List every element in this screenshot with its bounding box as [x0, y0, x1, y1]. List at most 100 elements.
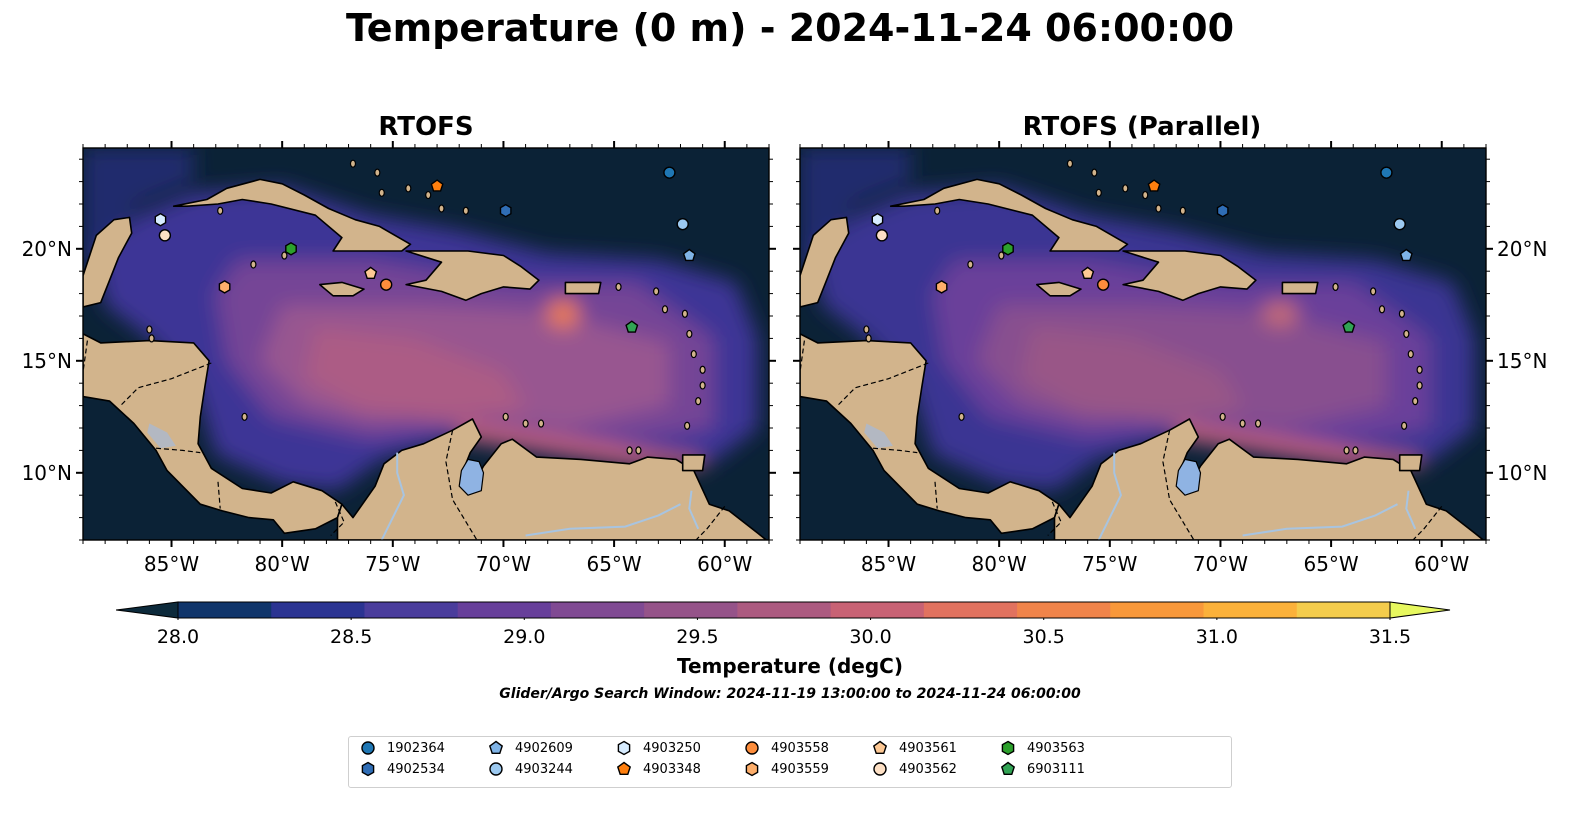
map-frame — [799, 147, 1487, 541]
colorbar-segment — [364, 602, 459, 618]
land-cuba — [889, 178, 1129, 252]
legend-marker — [1000, 761, 1016, 776]
float-marker-4903558 — [379, 278, 393, 291]
land-cuba — [172, 178, 412, 252]
small-island — [1095, 188, 1102, 197]
country-border — [83, 340, 88, 373]
legend-item: 1902364 — [359, 739, 445, 757]
country-border — [934, 481, 938, 509]
lon-tick-label: 80°W — [971, 552, 1027, 576]
small-island — [626, 446, 633, 455]
small-island — [615, 282, 622, 291]
panel-title-rtofs: RTOFS — [378, 112, 474, 142]
small-island — [217, 206, 224, 215]
small-island — [635, 446, 642, 455]
pentagon-marker-icon — [488, 740, 504, 755]
colorbar-segment — [737, 602, 832, 618]
legend-marker — [745, 741, 759, 755]
country-border — [1412, 506, 1443, 540]
small-island — [438, 204, 445, 213]
country-border — [1047, 501, 1062, 536]
search-window-note: Glider/Argo Search Window: 2024-11-19 13… — [499, 686, 1081, 702]
legend-marker — [873, 762, 887, 776]
legend-item: 4903558 — [743, 739, 829, 757]
colorbar-extend-low — [116, 601, 179, 619]
legend-item: 4902609 — [487, 739, 573, 757]
circle-marker-icon — [873, 762, 887, 776]
country-border — [1162, 430, 1195, 540]
legend-label: 4903559 — [771, 761, 829, 777]
land-puerto-rico — [564, 281, 602, 295]
float-marker-4903562 — [875, 229, 889, 242]
pentagon-marker-icon — [1000, 761, 1016, 776]
legend-item: 4903559 — [743, 760, 829, 778]
small-island — [502, 412, 509, 421]
small-island — [1352, 446, 1359, 455]
colorbar-tick-label: 31.5 — [1368, 626, 1412, 648]
small-island — [661, 305, 669, 314]
small-island — [281, 251, 288, 260]
circle-marker-icon — [489, 762, 503, 776]
country-border — [120, 362, 212, 407]
colorbar-segment — [923, 602, 1018, 618]
float-marker-4903561 — [1081, 266, 1095, 280]
small-island — [681, 309, 689, 318]
lon-tick-label: 75°W — [365, 552, 421, 576]
float-marker-4903348 — [1147, 179, 1161, 192]
small-island — [1179, 206, 1186, 215]
small-island — [405, 184, 412, 193]
small-island — [1219, 412, 1226, 421]
legend-item: 4903562 — [871, 760, 957, 778]
colorbar-label: Temperature (degC) — [677, 654, 903, 678]
legend-marker — [745, 761, 759, 777]
legend-item: 4903563 — [999, 739, 1085, 757]
small-island — [684, 421, 691, 430]
legend-item: 4902534 — [359, 760, 445, 778]
float-marker-6903111 — [625, 320, 639, 333]
map-frame — [82, 147, 770, 541]
lat-tick-label-right: 10°N — [1497, 460, 1548, 485]
lat-tick-label-left: 20°N — [21, 236, 72, 261]
map-panel-rtofs-parallel — [793, 141, 1493, 547]
small-island — [250, 260, 257, 269]
small-island — [699, 365, 706, 374]
float-marker-4902534 — [1216, 203, 1229, 218]
land-hispaniola — [1122, 250, 1257, 302]
small-island — [349, 159, 357, 168]
circle-marker-icon — [361, 741, 375, 755]
lon-tick-label: 65°W — [1303, 552, 1359, 576]
colorbar-tick-label: 30.0 — [849, 626, 892, 648]
colorbar-segment — [830, 602, 925, 618]
float-marker-4903244 — [676, 217, 689, 231]
hexagon-marker-icon — [745, 761, 759, 777]
lat-tick-label-left: 10°N — [21, 460, 72, 485]
land-south-america — [1053, 418, 1486, 540]
float-marker-4903244 — [1393, 217, 1406, 231]
float-marker-4902609 — [682, 248, 696, 262]
legend-item: 6903111 — [999, 760, 1085, 778]
lon-tick-label: 85°W — [143, 552, 200, 576]
country-border — [872, 447, 918, 454]
small-island — [1416, 381, 1423, 390]
small-island — [1398, 309, 1406, 318]
colorbar-tick-label: 28.5 — [329, 626, 373, 648]
legend-marker — [1001, 740, 1015, 756]
legend-label: 4903562 — [899, 761, 957, 777]
legend-label: 4903250 — [643, 740, 701, 756]
small-island — [1091, 168, 1098, 177]
land-jamaica — [1036, 281, 1082, 297]
small-island — [653, 287, 660, 296]
country-border — [445, 430, 478, 540]
small-island — [241, 412, 248, 421]
small-island — [374, 168, 381, 177]
legend-label: 1902364 — [387, 740, 445, 756]
circle-marker-icon — [745, 741, 759, 755]
lon-tick-label: 70°W — [475, 552, 532, 576]
legend-item: 4903561 — [871, 739, 957, 757]
legend-marker — [361, 761, 375, 777]
land-hispaniola — [405, 250, 540, 302]
legend-item: 4903250 — [615, 739, 701, 757]
float-marker-4903562 — [158, 229, 172, 242]
legend-marker — [617, 740, 631, 756]
small-island — [1066, 159, 1074, 168]
